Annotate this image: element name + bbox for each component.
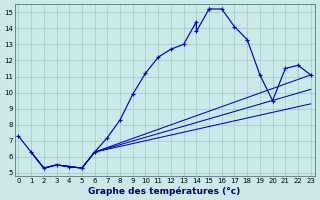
X-axis label: Graphe des températures (°c): Graphe des températures (°c) bbox=[88, 186, 241, 196]
